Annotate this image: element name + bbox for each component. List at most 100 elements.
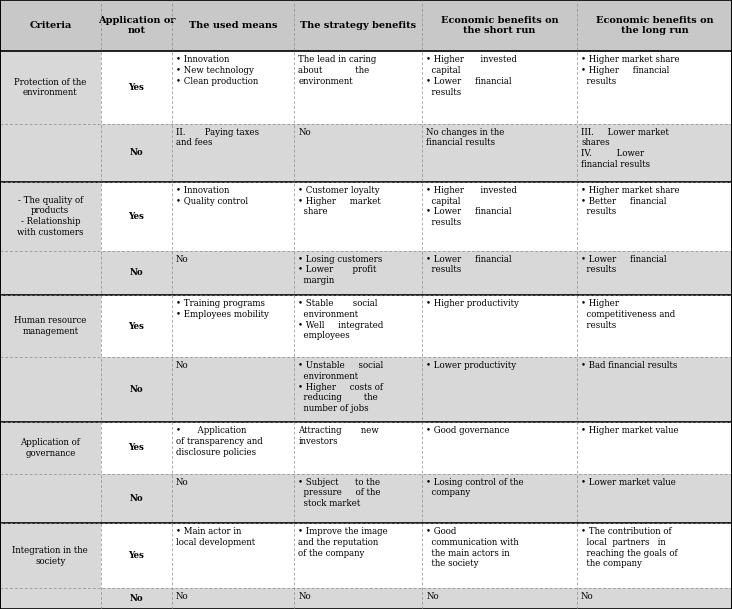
Bar	[172, 588, 294, 609]
Bar	[422, 250, 577, 295]
Bar	[294, 250, 422, 295]
Text: No: No	[581, 593, 594, 602]
Text: • Higher productivity: • Higher productivity	[426, 299, 519, 308]
Text: Yes: Yes	[128, 83, 144, 92]
Bar	[101, 182, 172, 250]
Bar	[172, 357, 294, 422]
Bar	[294, 357, 422, 422]
Bar	[0, 474, 101, 523]
Bar	[294, 295, 422, 357]
Text: Application or
not: Application or not	[97, 16, 175, 35]
Bar	[577, 124, 732, 182]
Bar	[0, 250, 101, 295]
Text: • Lower productivity: • Lower productivity	[426, 361, 516, 370]
Text: • Unstable     social
  environment
• Higher     costs of
  reducing        the
: • Unstable social environment • Higher c…	[299, 361, 384, 413]
Text: • Innovation
• New technology
• Clean production: • Innovation • New technology • Clean pr…	[176, 55, 258, 86]
Bar	[0, 0, 101, 52]
Bar	[422, 295, 577, 357]
Text: Protection of the
environment: Protection of the environment	[14, 78, 86, 97]
Bar	[422, 474, 577, 523]
Bar	[172, 124, 294, 182]
Bar	[172, 52, 294, 124]
Text: • Higher market value: • Higher market value	[581, 426, 679, 435]
Bar	[172, 422, 294, 474]
Text: III.     Lower market
shares
IV.         Lower
financial results: III. Lower market shares IV. Lower finan…	[581, 127, 669, 169]
Bar	[172, 182, 294, 250]
Bar	[0, 182, 101, 250]
Text: No: No	[130, 385, 143, 394]
Bar	[172, 250, 294, 295]
Text: Yes: Yes	[128, 212, 144, 221]
Text: • Stable       social
  environment
• Well     integrated
  employees: • Stable social environment • Well integ…	[299, 299, 384, 340]
Text: • Main actor in
local development: • Main actor in local development	[176, 527, 255, 547]
Bar	[101, 52, 172, 124]
Text: Yes: Yes	[128, 551, 144, 560]
Bar	[101, 422, 172, 474]
Text: No: No	[299, 593, 311, 602]
Bar	[172, 295, 294, 357]
Text: • Higher
  competitiveness and
  results: • Higher competitiveness and results	[581, 299, 676, 329]
Bar	[294, 474, 422, 523]
Text: Integration in the
society: Integration in the society	[12, 546, 89, 566]
Text: • Losing customers
• Lower       profit
  margin: • Losing customers • Lower profit margin	[299, 255, 383, 285]
Text: No: No	[130, 594, 143, 603]
Bar	[294, 0, 422, 52]
Bar	[101, 474, 172, 523]
Text: No: No	[176, 593, 189, 602]
Text: No: No	[130, 494, 143, 503]
Bar	[577, 422, 732, 474]
Text: The strategy benefits: The strategy benefits	[300, 21, 417, 30]
Bar	[294, 182, 422, 250]
Bar	[172, 474, 294, 523]
Text: No changes in the
financial results: No changes in the financial results	[426, 127, 504, 147]
Bar	[577, 250, 732, 295]
Bar	[101, 523, 172, 588]
Bar	[577, 357, 732, 422]
Text: • Higher market share
• Higher     financial
  results: • Higher market share • Higher financial…	[581, 55, 680, 86]
Text: Application of
governance: Application of governance	[20, 438, 81, 458]
Text: • Bad financial results: • Bad financial results	[581, 361, 677, 370]
Bar	[294, 422, 422, 474]
Bar	[577, 0, 732, 52]
Text: • Lower     financial
  results: • Lower financial results	[426, 255, 512, 274]
Text: • Higher market share
• Better     financial
  results: • Higher market share • Better financial…	[581, 186, 680, 216]
Bar	[422, 422, 577, 474]
Text: • Losing control of the
  company: • Losing control of the company	[426, 477, 524, 498]
Bar	[0, 588, 101, 609]
Bar	[294, 588, 422, 609]
Bar	[0, 295, 101, 357]
Bar	[422, 0, 577, 52]
Bar	[0, 124, 101, 182]
Text: Yes: Yes	[128, 443, 144, 452]
Bar	[101, 357, 172, 422]
Text: The lead in caring
about            the
environment: The lead in caring about the environment	[299, 55, 377, 86]
Text: No: No	[130, 148, 143, 157]
Text: • Subject      to the
  pressure     of the
  stock market: • Subject to the pressure of the stock m…	[299, 477, 381, 509]
Bar	[294, 523, 422, 588]
Bar	[422, 52, 577, 124]
Bar	[422, 124, 577, 182]
Text: II.       Paying taxes
and fees: II. Paying taxes and fees	[176, 127, 259, 147]
Text: •      Application
of transparency and
disclosure policies: • Application of transparency and disclo…	[176, 426, 263, 457]
Bar	[101, 250, 172, 295]
Text: • Good
  communication with
  the main actors in
  the society: • Good communication with the main actor…	[426, 527, 519, 568]
Text: • Higher      invested
  capital
• Lower     financial
  results: • Higher invested capital • Lower financ…	[426, 55, 518, 97]
Text: Human resource
management: Human resource management	[14, 316, 86, 336]
Text: • Innovation
• Quality control: • Innovation • Quality control	[176, 186, 248, 206]
Bar	[101, 0, 172, 52]
Text: Criteria: Criteria	[29, 21, 72, 30]
Text: Yes: Yes	[128, 322, 144, 331]
Bar	[422, 357, 577, 422]
Text: Attracting       new
investors: Attracting new investors	[299, 426, 379, 446]
Text: Economic benefits on
the long run: Economic benefits on the long run	[596, 16, 714, 35]
Bar	[101, 588, 172, 609]
Bar	[294, 52, 422, 124]
Bar	[101, 295, 172, 357]
Bar	[0, 357, 101, 422]
Text: - The quality of
products
- Relationship
with customers: - The quality of products - Relationship…	[17, 195, 83, 237]
Bar	[422, 182, 577, 250]
Text: No: No	[130, 269, 143, 278]
Bar	[577, 52, 732, 124]
Bar	[172, 523, 294, 588]
Bar	[577, 474, 732, 523]
